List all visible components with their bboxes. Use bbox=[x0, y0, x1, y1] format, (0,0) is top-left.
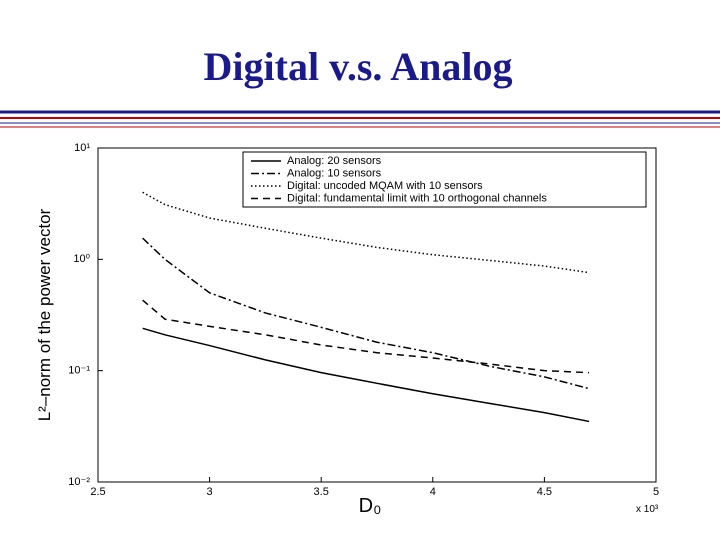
legend-label: Analog: 10 sensors bbox=[287, 167, 382, 179]
legend-label: Analog: 20 sensors bbox=[287, 155, 382, 167]
x-tick-label: 3.5 bbox=[314, 486, 329, 498]
y-tick-label: 10⁰ bbox=[73, 253, 90, 265]
y-tick-label: 10¹ bbox=[74, 142, 90, 154]
series-line bbox=[142, 191, 590, 274]
x-multiplier: x 10³ bbox=[636, 504, 659, 515]
y-tick-label: 10⁻² bbox=[68, 476, 90, 488]
y-tick-label: 10⁻¹ bbox=[68, 365, 90, 377]
legend-label: Digital: uncoded MQAM with 10 sensors bbox=[287, 180, 483, 192]
legend-box bbox=[242, 151, 647, 208]
x-tick-label: 4 bbox=[430, 486, 436, 498]
slide-title: Digital v.s. Analog bbox=[204, 44, 513, 89]
plot: 2.5 3 3.5 4 4.5 5 10¹ 10⁰ 10⁻¹ 10⁻² Analog: 20 sen… bbox=[68, 142, 659, 498]
series-line bbox=[142, 299, 590, 374]
x-tick-label: 2.5 bbox=[90, 486, 105, 498]
x-axis-label: D₀ bbox=[359, 495, 382, 517]
x-tick-label: 4.5 bbox=[537, 486, 552, 498]
series-line bbox=[142, 237, 590, 390]
x-tick-label: 5 bbox=[653, 486, 659, 498]
legend-label: Digital: fundamental limit with 10 ortho… bbox=[287, 192, 547, 204]
y-axis-label: L²–norm of the power vector bbox=[35, 208, 54, 421]
x-tick-label: 3 bbox=[207, 486, 213, 498]
series-line bbox=[142, 327, 590, 423]
